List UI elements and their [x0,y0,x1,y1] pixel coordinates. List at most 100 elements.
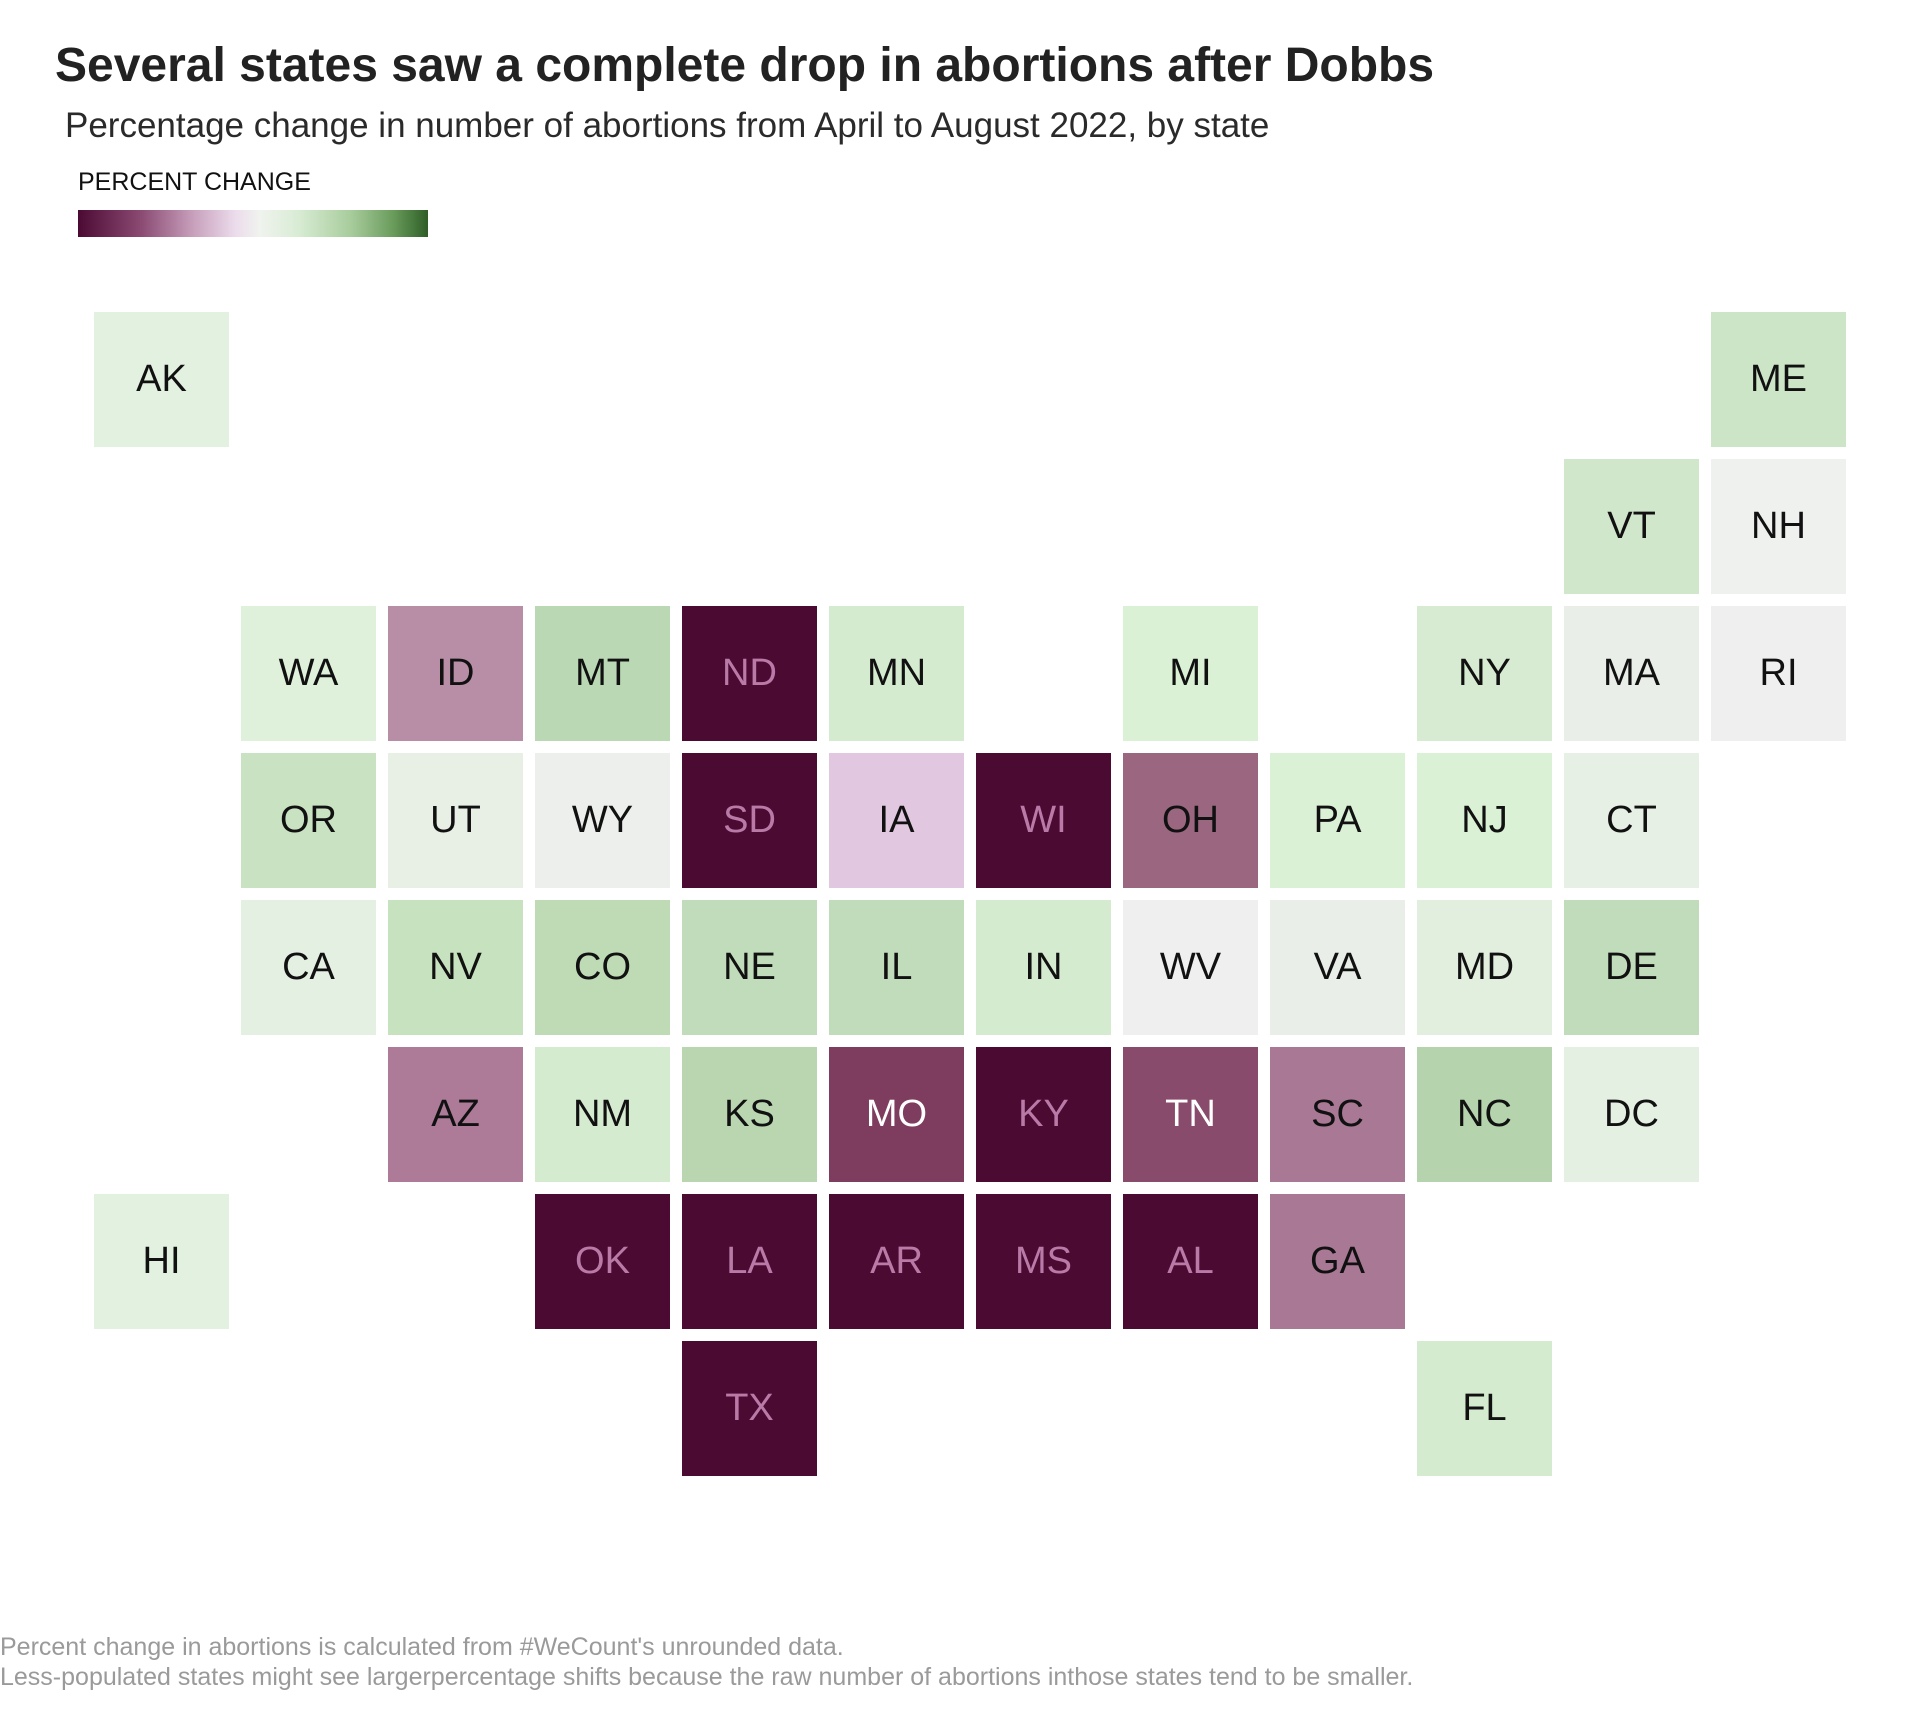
state-label: GA [1310,1240,1365,1282]
state-label: NJ [1461,799,1508,841]
state-tile-id: ID [388,606,523,741]
state-label: NC [1457,1093,1512,1135]
state-tile-md: MD [1417,900,1552,1035]
state-tile-or: OR [241,753,376,888]
state-label: WV [1159,946,1222,988]
state-label: CT [1606,799,1657,841]
state-label: TN [1165,1093,1216,1135]
state-tile-ks: KS [682,1047,817,1182]
state-label: WA [278,652,339,694]
state-tile-mo: MO [829,1047,964,1182]
state-tile-nd: ND [682,606,817,741]
state-label: MI [1169,652,1212,694]
state-label: AK [136,358,187,400]
state-label: AZ [431,1093,480,1135]
state-label: CA [282,946,335,988]
state-label: DE [1605,946,1658,988]
state-label: OK [575,1240,630,1282]
state-label: AL [1167,1240,1214,1282]
state-label: MN [866,652,927,694]
state-tile-wi: WI [976,753,1111,888]
state-label: MA [1603,652,1660,694]
state-tile-nm: NM [535,1047,670,1182]
state-tile-va: VA [1270,900,1405,1035]
state-tile-wa: WA [241,606,376,741]
state-label: KY [1018,1093,1069,1135]
state-tile-me: ME [1711,312,1846,447]
state-tile-wv: WV [1123,900,1258,1035]
state-tile-ri: RI [1711,606,1846,741]
state-tile-nc: NC [1417,1047,1552,1182]
legend-title: PERCENT CHANGE [78,168,311,196]
legend-color-bar [78,210,428,237]
state-tile-ne: NE [682,900,817,1035]
state-label: NE [723,946,776,988]
state-tile-al: AL [1123,1194,1258,1329]
state-tile-mi: MI [1123,606,1258,741]
state-label: PA [1313,799,1362,841]
state-tile-az: AZ [388,1047,523,1182]
state-tile-nh: NH [1711,459,1846,594]
state-tile-pa: PA [1270,753,1405,888]
state-tile-tx: TX [682,1341,817,1476]
state-tile-nj: NJ [1417,753,1552,888]
state-tile-ky: KY [976,1047,1111,1182]
state-label: NM [572,1093,633,1135]
state-tile-de: DE [1564,900,1699,1035]
state-tile-ca: CA [241,900,376,1035]
state-label: MD [1454,946,1515,988]
state-tile-il: IL [829,900,964,1035]
state-tile-ut: UT [388,753,523,888]
state-label: UT [430,799,481,841]
state-label: NV [429,946,482,988]
state-tile-ia: IA [829,753,964,888]
state-label: OH [1162,799,1219,841]
state-tile-co: CO [535,900,670,1035]
state-label: AR [870,1240,923,1282]
state-tile-ak: AK [94,312,229,447]
state-tile-hi: HI [94,1194,229,1329]
state-tile-wy: WY [535,753,670,888]
state-label: NH [1751,505,1806,547]
state-label: IL [880,946,913,988]
state-label: WI [1020,799,1067,841]
state-tile-vt: VT [1564,459,1699,594]
state-tile-ms: MS [976,1194,1111,1329]
state-tile-in: IN [976,900,1111,1035]
state-tile-ar: AR [829,1194,964,1329]
state-label: NY [1458,652,1511,694]
state-label: TX [725,1387,774,1429]
state-label: DC [1604,1093,1659,1135]
note-line: Less-populated states might see largerpe… [0,1663,1414,1691]
state-label: LA [726,1240,773,1282]
state-label: SD [723,799,776,841]
state-tile-mn: MN [829,606,964,741]
state-tile-ny: NY [1417,606,1552,741]
state-label: IA [878,799,915,841]
state-tile-oh: OH [1123,753,1258,888]
state-label: KS [724,1093,775,1135]
state-tile-ma: MA [1564,606,1699,741]
state-label: OR [280,799,337,841]
state-label: VA [1313,946,1362,988]
state-label: WY [571,799,634,841]
state-tile-nv: NV [388,900,523,1035]
note-line: Percent change in abortions is calculate… [0,1633,844,1661]
state-label: VT [1607,505,1656,547]
state-label: RI [1759,652,1798,694]
state-label: FL [1462,1387,1507,1429]
state-tile-tn: TN [1123,1047,1258,1182]
state-tile-dc: DC [1564,1047,1699,1182]
state-tile-sc: SC [1270,1047,1405,1182]
state-tile-la: LA [682,1194,817,1329]
state-tile-fl: FL [1417,1341,1552,1476]
state-label: MS [1015,1240,1072,1282]
state-label: ID [436,652,475,694]
chart-subtitle: Percentage change in number of abortions… [65,106,1270,145]
state-tile-ct: CT [1564,753,1699,888]
state-label: ME [1750,358,1807,400]
chart-notes: Percent change in abortions is calculate… [0,1632,1413,1692]
state-label: HI [142,1240,181,1282]
state-tile-ga: GA [1270,1194,1405,1329]
state-label: ND [722,652,777,694]
